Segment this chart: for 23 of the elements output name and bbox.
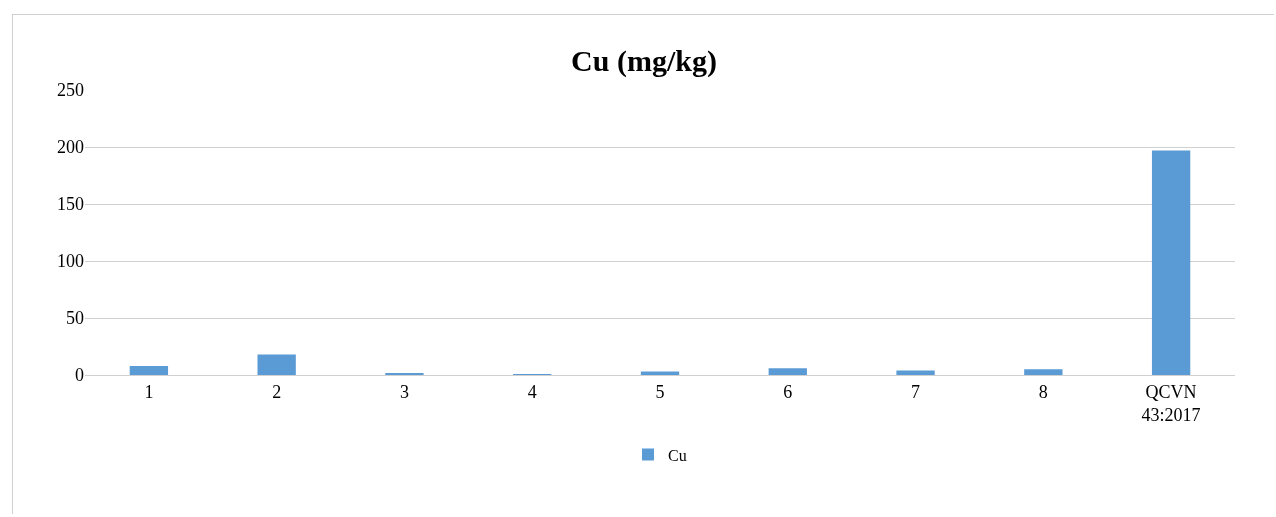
x-tick-label: 8 (1038, 381, 1048, 402)
chart-title: Cu (mg/kg) (571, 44, 717, 78)
bar (257, 354, 296, 375)
y-tick-label: 0 (75, 365, 84, 386)
x-tick-label: 6 (783, 381, 793, 402)
y-tick-label: 250 (57, 80, 84, 101)
x-tick-label: 7 (911, 381, 921, 402)
y-tick-label: 200 (57, 137, 84, 158)
y-tick-label: 150 (57, 194, 84, 215)
y-tick-label: 50 (66, 308, 84, 329)
x-tick-label: QCVN 43:2017 (1141, 381, 1201, 425)
legend-label: Cu (668, 446, 687, 464)
bar (896, 370, 935, 375)
bar (1024, 369, 1063, 375)
bar (129, 365, 169, 375)
x-tick-label: 1 (144, 381, 154, 402)
bar (1151, 150, 1191, 375)
y-tick-label: 100 (57, 251, 84, 272)
x-tick-label: 5 (655, 381, 665, 402)
x-tick-label: 4 (527, 381, 537, 402)
x-tick-label: 2 (272, 381, 282, 402)
x-tick-label: 3 (399, 381, 409, 402)
bar (768, 368, 807, 375)
